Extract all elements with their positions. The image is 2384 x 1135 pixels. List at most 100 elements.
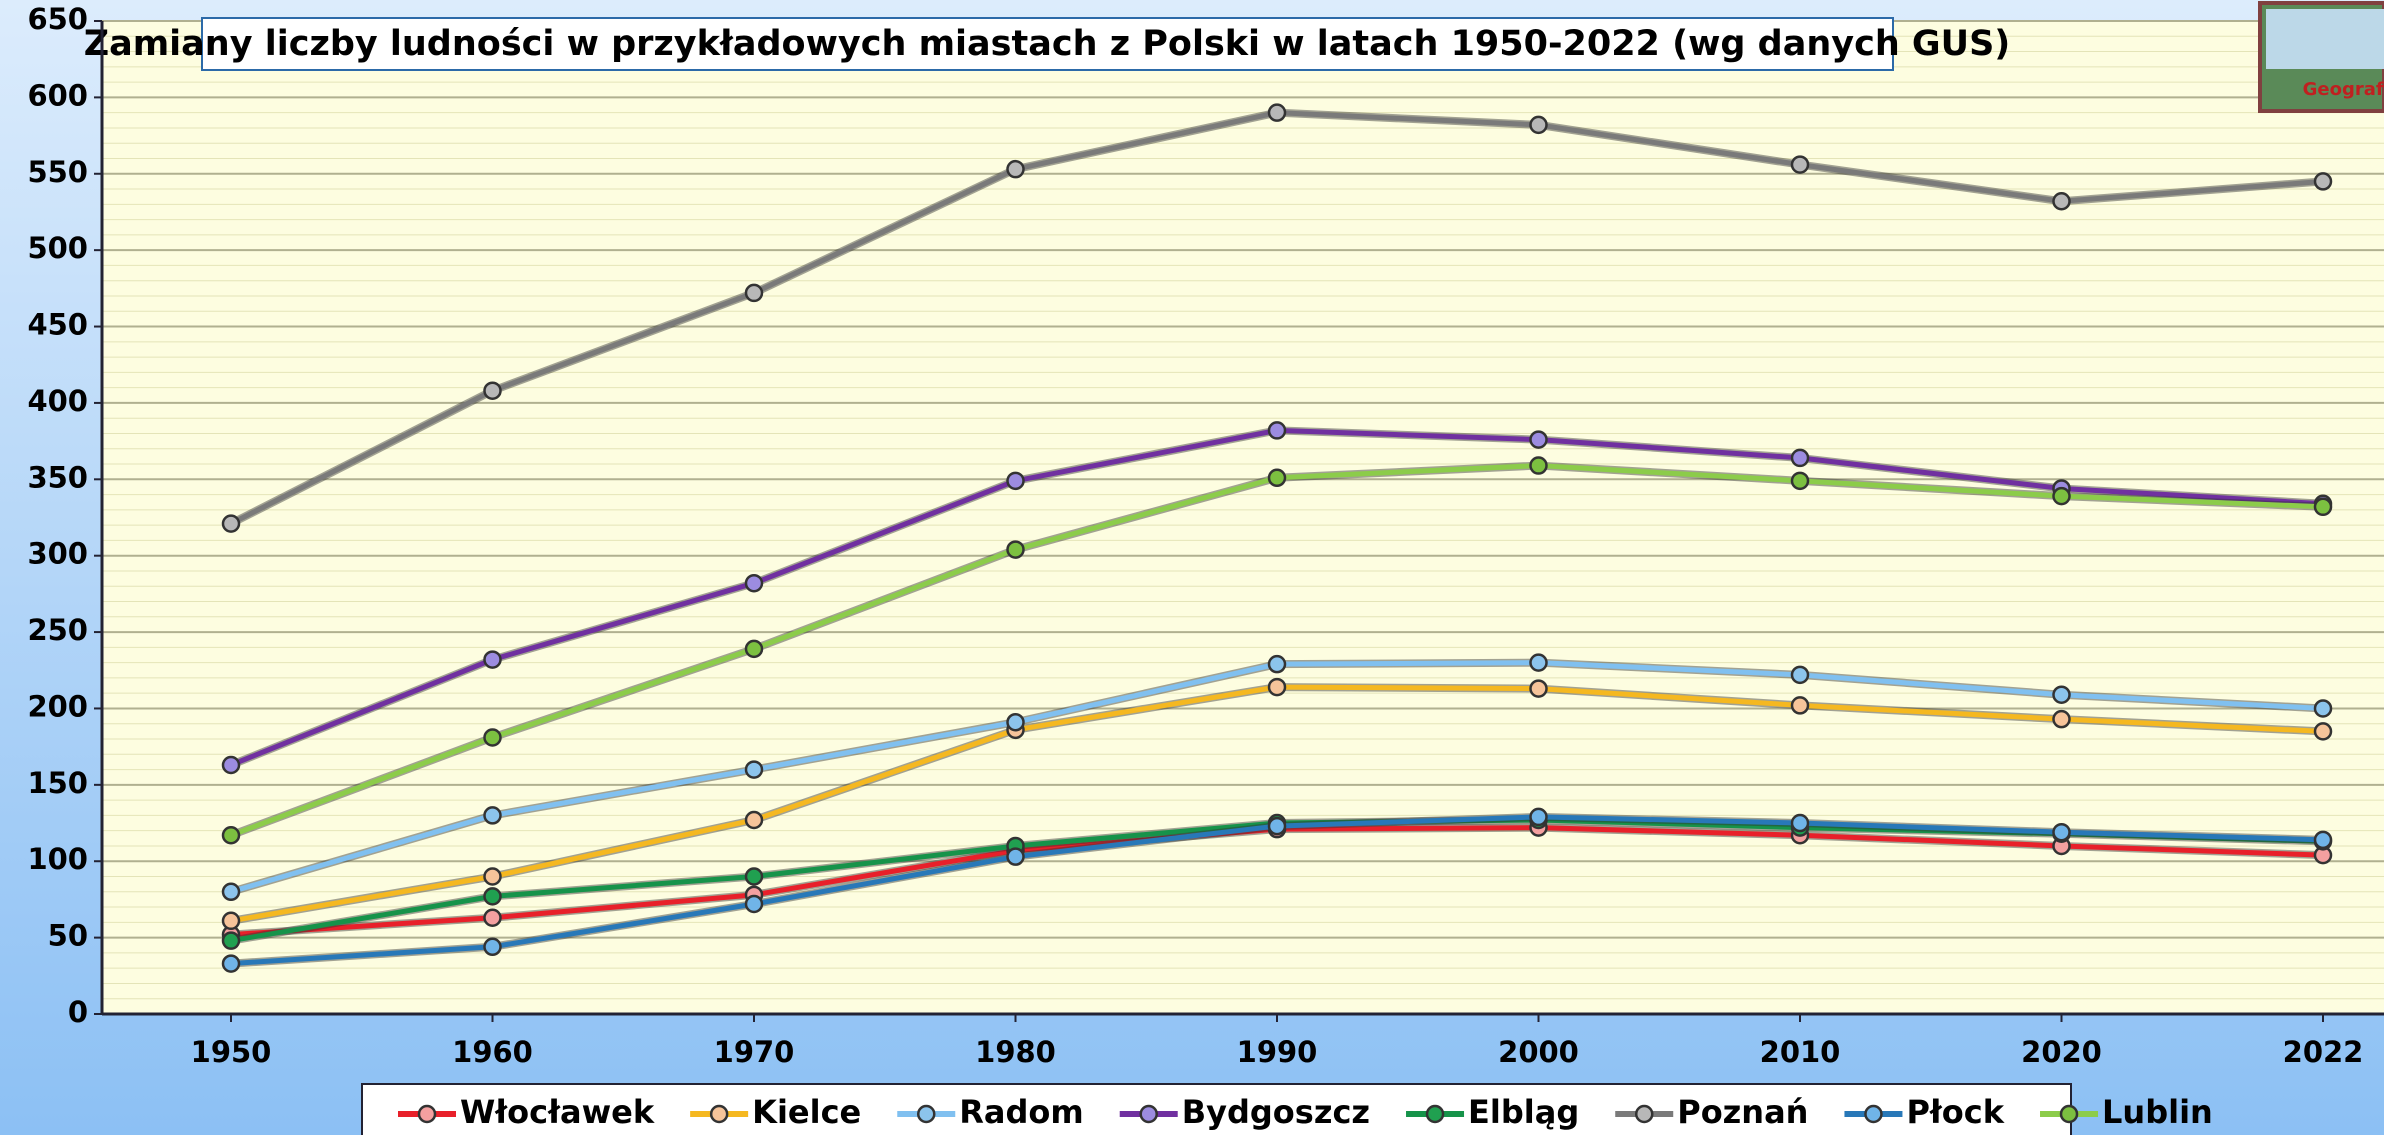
y-tick-label: 400 [27,384,88,418]
marker [2052,192,2071,211]
marker [221,514,241,533]
marker [221,911,241,931]
marker [1790,665,1810,685]
marker [1790,813,1810,833]
marker [2313,722,2333,741]
y-tick-label: 150 [27,766,88,800]
marker [221,826,241,845]
y-tick-label: 350 [27,460,88,494]
legend-label: Płock [1906,1093,2004,1131]
marker [2313,699,2333,718]
x-tick-label: 2000 [1498,1035,1579,1069]
marker [2313,172,2333,191]
marker [2052,709,2071,729]
x-tick-label: 2022 [2283,1035,2364,1069]
marker [483,806,502,825]
logo-sky [2266,9,2384,69]
marker [1006,159,1025,179]
y-tick-label: 500 [27,231,88,265]
marker [1790,696,1810,715]
marker [1529,679,1548,698]
marker [744,760,764,779]
marker [1267,816,1287,836]
x-tick-label: 1960 [452,1035,533,1069]
legend-marker [1634,1104,1654,1124]
marker [744,639,764,659]
marker [1267,654,1287,674]
marker [483,887,502,906]
y-tick-label: 0 [68,995,88,1029]
y-tick-label: 300 [27,537,88,571]
marker [483,867,502,886]
x-tick-label: 2010 [1760,1035,1841,1069]
marker [483,937,502,957]
marker [744,894,764,914]
marker [2052,822,2071,842]
legend-marker [1139,1104,1158,1124]
marker [1267,421,1287,440]
legend-marker [2059,1104,2079,1124]
legend-marker [1864,1104,1883,1124]
title-box [201,17,1894,71]
legend-label: Bydgoszcz [1182,1093,1370,1131]
marker [744,283,764,303]
marker [2052,486,2071,506]
marker [1529,115,1548,135]
legend-label: Włocławek [460,1093,655,1131]
y-tick-label: 550 [27,155,88,189]
marker [1267,468,1287,488]
legend-label: Radom [959,1093,1083,1131]
marker [1006,471,1025,491]
legend-label: Poznań [1677,1093,1808,1131]
legend-label: Kielce [752,1093,861,1131]
y-tick-label: 100 [27,842,88,876]
marker [1529,430,1548,449]
marker [1529,653,1548,672]
logo-text: Geografia [2303,79,2384,100]
marker [221,755,241,775]
marker [2052,685,2071,704]
marker [1006,847,1025,866]
marker [1529,456,1548,475]
marker [1006,540,1025,559]
chart-title: Zamiany liczby ludności w przykładowych … [84,24,2011,64]
y-tick-label: 200 [27,689,88,723]
x-tick-label: 1950 [191,1035,272,1069]
marker [483,381,502,400]
marker [1267,103,1287,122]
legend [361,1083,2072,1135]
x-tick-label: 1970 [714,1035,795,1069]
legend-label: Lublin [2102,1093,2213,1131]
plot-area [102,21,2384,1014]
legend-marker [917,1104,936,1124]
y-tick-label: 650 [27,2,88,36]
marker [2313,830,2333,850]
x-tick-label: 1990 [1237,1035,1318,1069]
y-tick-label: 50 [48,919,88,953]
marker [221,931,241,950]
legend-marker [417,1104,437,1124]
marker [2313,497,2333,517]
marker [483,908,502,928]
legend-marker [709,1104,729,1124]
marker [1529,807,1548,827]
marker [221,882,241,902]
marker [744,573,764,593]
marker [744,867,764,886]
y-tick-label: 250 [27,613,88,647]
marker [1006,712,1025,732]
marker [1790,155,1810,174]
x-tick-label: 1980 [975,1035,1056,1069]
marker [744,810,764,830]
x-tick-label: 2020 [2021,1035,2102,1069]
marker [1790,448,1810,468]
marker [1267,677,1287,697]
marker [221,954,241,973]
y-tick-label: 450 [27,308,88,342]
legend-label: Elbląg [1468,1093,1579,1131]
marker [1790,471,1810,491]
legend-marker [1425,1104,1445,1124]
marker [483,650,502,669]
